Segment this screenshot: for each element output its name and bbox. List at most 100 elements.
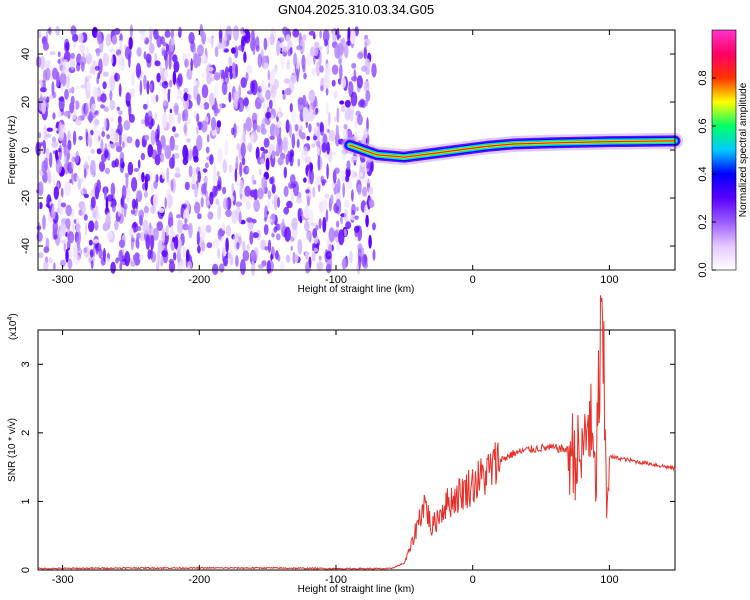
spectrogram-cell xyxy=(60,202,67,208)
spectrogram-cell xyxy=(146,80,150,95)
spectrogram-cell xyxy=(351,75,358,82)
spectrogram-cell xyxy=(340,77,347,89)
spectrogram-cell xyxy=(78,135,83,141)
spectrogram-cell xyxy=(216,120,222,128)
spectrogram-cell xyxy=(76,62,81,72)
spectrogram-cell xyxy=(257,187,264,200)
spectrogram-cell xyxy=(245,200,251,210)
spectrogram-cell xyxy=(222,186,227,195)
spectrogram-cell xyxy=(204,162,209,169)
spectrogram-cell xyxy=(142,219,149,235)
spectrogram-cell xyxy=(241,193,247,203)
spectrogram-cell xyxy=(200,120,208,133)
spectrogram-cell xyxy=(331,64,339,75)
spectrogram-cell xyxy=(354,215,359,220)
spectrogram-cell xyxy=(150,205,156,214)
spectrogram-cell xyxy=(97,72,101,80)
spectrogram-cell xyxy=(51,205,56,220)
spectrogram-cell xyxy=(184,225,191,231)
spectrogram-cell xyxy=(344,199,350,208)
snr-y-ticks: 0 1 2 3 xyxy=(20,361,675,573)
spectrogram-cell xyxy=(291,217,298,231)
spectrogram-cell xyxy=(252,232,259,239)
spectrogram-cell xyxy=(60,83,64,91)
spectrogram-cell xyxy=(131,198,137,210)
spectrogram-cell xyxy=(48,257,53,264)
spectrogram-cell xyxy=(230,256,234,266)
spectrogram-cell xyxy=(325,209,329,223)
spectrogram-cell xyxy=(214,82,219,99)
spectrogram-cell xyxy=(323,74,330,89)
spectrogram-x-axis-label: Height of straight line (km) xyxy=(298,284,415,295)
spectrogram-cell xyxy=(49,152,53,168)
spectrogram-cell xyxy=(234,168,238,183)
spectrogram-cell xyxy=(158,207,165,213)
spectrogram-cell xyxy=(80,61,85,72)
spectrogram-cell xyxy=(197,44,204,57)
spectrogram-cell xyxy=(141,119,146,125)
spectrogram-cell xyxy=(357,52,364,60)
spectrogram-cell xyxy=(85,46,90,56)
spectrogram-cell xyxy=(98,135,101,142)
spectrogram-cell xyxy=(317,146,320,156)
spectrogram-cell xyxy=(144,175,148,191)
spectrogram-cell xyxy=(70,52,75,59)
spectrogram-cell xyxy=(243,97,249,107)
spectrogram-cell xyxy=(172,126,176,133)
spectrogram-cell xyxy=(351,62,357,69)
spectrogram-cell xyxy=(191,183,196,190)
spectrogram-cell xyxy=(289,149,295,158)
spectrogram-cell xyxy=(315,61,321,77)
spectrogram-cell xyxy=(263,224,269,236)
spectrogram-cell xyxy=(357,183,362,195)
spectrogram-cell xyxy=(37,30,42,38)
spectrogram-cell xyxy=(256,125,261,133)
spectrogram-cell xyxy=(63,242,66,253)
spectrogram-cell xyxy=(324,193,330,199)
spectrogram-cell xyxy=(285,119,290,134)
x-tick-label: -100 xyxy=(325,574,347,586)
spectrogram-cell xyxy=(217,148,223,164)
spectrogram-cell xyxy=(188,148,193,161)
spectrogram-cell xyxy=(322,216,327,233)
spectrogram-cell xyxy=(182,52,186,61)
spectrogram-cell xyxy=(354,26,359,37)
spectrogram-cell xyxy=(363,254,368,265)
spectrogram-cell xyxy=(292,28,300,38)
spectrogram-cell xyxy=(105,196,109,213)
spectrogram-cell xyxy=(319,122,325,136)
y-tick-label: -20 xyxy=(20,190,32,206)
spectrogram-cell xyxy=(243,51,247,63)
spectrogram-cell xyxy=(238,179,244,195)
spectrogram-cell xyxy=(67,231,75,244)
spectrogram-cell xyxy=(309,168,314,185)
spectrogram-cell xyxy=(237,44,245,52)
spectrogram-cell xyxy=(161,49,167,57)
spectrogram-cell xyxy=(86,81,91,91)
spectrogram-cell xyxy=(161,170,165,180)
spectrogram-cell xyxy=(367,186,374,196)
spectrogram-cell xyxy=(184,181,190,191)
spectrogram-cell xyxy=(346,160,351,171)
spectrogram-cell xyxy=(164,30,171,38)
spectrogram-cell xyxy=(194,201,201,214)
spectrogram-cell xyxy=(330,194,334,205)
spectrogram-cell xyxy=(98,58,103,75)
spectrogram-cell xyxy=(123,205,127,218)
spectrogram-cell xyxy=(38,252,44,259)
spectrogram-cell xyxy=(296,68,299,83)
spectrogram-cell xyxy=(361,162,366,167)
spectrogram-cell xyxy=(297,158,301,167)
spectrogram-cell xyxy=(253,179,257,185)
spectrogram-cell xyxy=(165,55,168,70)
spectrogram-cell xyxy=(245,71,249,82)
spectrogram-cell xyxy=(36,225,42,230)
spectrogram-cell xyxy=(154,112,158,120)
spectrogram-y-axis-label: Frequency (Hz) xyxy=(7,116,18,185)
spectrogram-cell xyxy=(239,259,246,275)
spectrogram-cell xyxy=(231,47,236,54)
spectrogram-cell xyxy=(100,93,107,103)
spectrogram-cell xyxy=(321,181,325,186)
spectrogram-cell xyxy=(38,132,42,139)
spectrogram-cell xyxy=(112,205,116,213)
